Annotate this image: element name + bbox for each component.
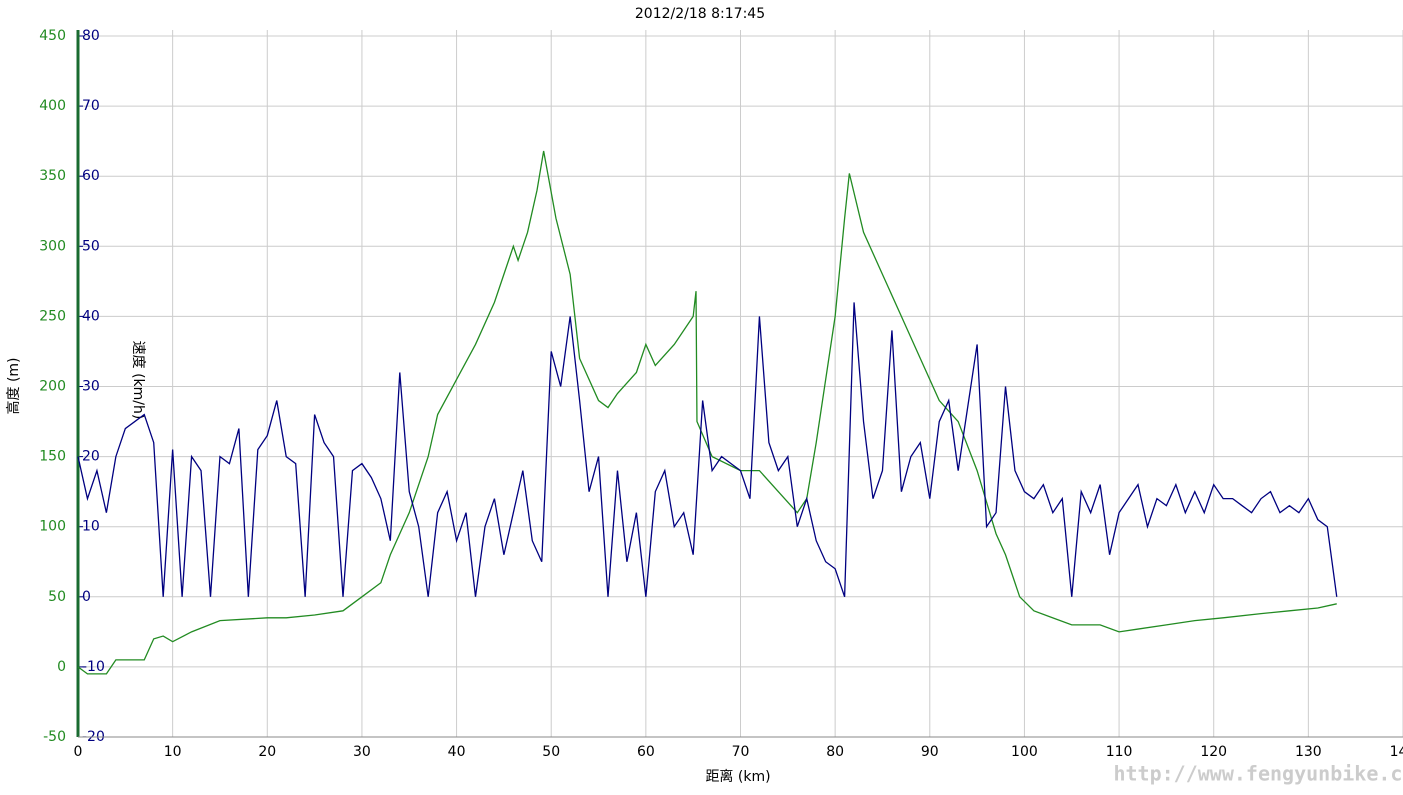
x-tick-label: 40 — [448, 744, 466, 760]
x-tick-label: 70 — [732, 744, 750, 760]
data-line — [77, 150, 1337, 675]
x-tick-label: 120 — [1200, 744, 1227, 760]
y2-tick-label: -10 — [82, 659, 105, 675]
y-tick-label: 400 — [39, 98, 66, 114]
y2-tick-label: 0 — [82, 589, 91, 605]
y-tick-label: 100 — [39, 519, 66, 535]
x-tick-label: 0 — [74, 744, 83, 760]
y-tick-label: 450 — [39, 28, 66, 44]
x-tick-label: 10 — [164, 744, 182, 760]
x-tick-label: 130 — [1295, 744, 1322, 760]
y-tick-label: 300 — [39, 238, 66, 254]
y2-tick-label: 30 — [82, 379, 100, 395]
y2-tick-label: 80 — [82, 28, 100, 44]
y-tick-label: 50 — [48, 589, 66, 605]
y2-tick-label: 60 — [82, 168, 100, 184]
y-tick-label: 200 — [39, 379, 66, 395]
x-tick-label: 110 — [1106, 744, 1133, 760]
x-tick-label: 30 — [353, 744, 371, 760]
y2-tick-label: 20 — [82, 449, 100, 465]
x-tick-label: 90 — [921, 744, 939, 760]
x-axis-label: 距离 (km) — [705, 768, 770, 785]
y-tick-label: 350 — [39, 168, 66, 184]
y-tick-label: 250 — [39, 308, 66, 324]
y-tick-label: -50 — [43, 729, 66, 745]
data-line — [77, 302, 1338, 598]
y2-tick-label: 70 — [82, 98, 100, 114]
x-tick-label: 50 — [542, 744, 560, 760]
x-tick-label: 100 — [1011, 744, 1038, 760]
x-tick-label: 140 — [1390, 744, 1403, 760]
chart-title: 2012/2/18 8:17:45 — [635, 6, 765, 22]
y2-tick-label: 10 — [82, 519, 100, 535]
x-tick-label: 20 — [258, 744, 276, 760]
x-tick-label: 80 — [826, 744, 844, 760]
y-tick-label: 150 — [39, 449, 66, 465]
y2-tick-label: 40 — [82, 308, 100, 324]
y2-tick-label: 50 — [82, 238, 100, 254]
y-tick-label: 0 — [57, 659, 66, 675]
y2-axis-label: 速度 (km/h) — [130, 341, 146, 420]
y-axis-label: 高度 (m) — [5, 357, 22, 414]
watermark: http://www.fengyunbike.com — [1113, 762, 1403, 786]
x-tick-label: 60 — [637, 744, 655, 760]
